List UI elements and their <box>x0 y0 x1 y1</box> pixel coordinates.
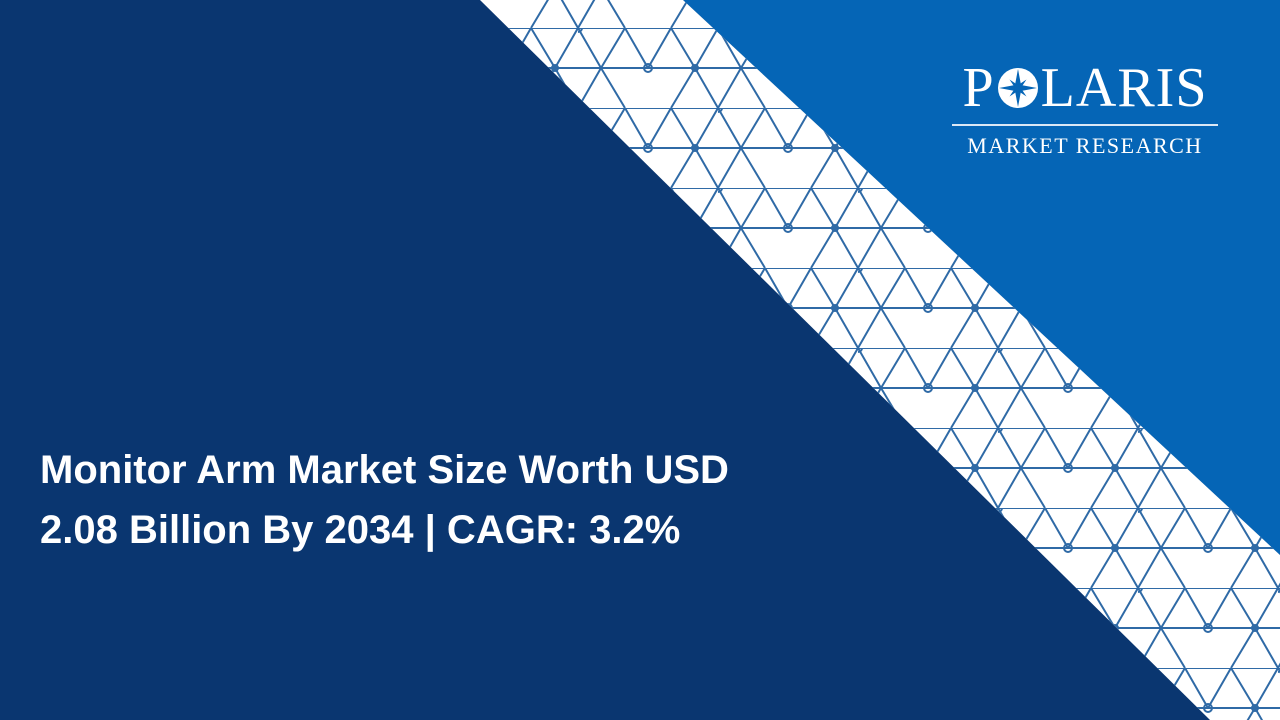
logo-letter-p: P <box>962 57 995 119</box>
compass-star-icon <box>997 68 1038 108</box>
logo-divider <box>952 124 1218 126</box>
headline-line-1: Monitor Arm Market Size Worth USD <box>40 448 729 492</box>
headline: Monitor Arm Market Size Worth USD 2.08 B… <box>40 440 940 560</box>
logo-letters-laris: LARIS <box>1040 57 1208 119</box>
logo-wordmark: P LARIS <box>952 58 1218 118</box>
logo-tagline: MARKET RESEARCH <box>967 133 1203 158</box>
polaris-logo: P LARIS MARKET RESEARCH <box>952 58 1218 158</box>
headline-line-2: 2.08 Billion By 2034 | CAGR: 3.2% <box>40 508 681 552</box>
lattice-pattern <box>480 0 1280 720</box>
